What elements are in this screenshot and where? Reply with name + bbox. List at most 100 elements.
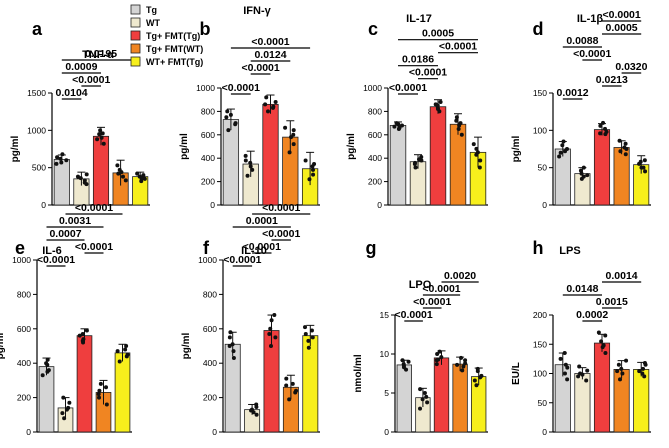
data-point-d-3	[624, 147, 629, 151]
data-point-f-2	[269, 318, 274, 323]
y-axis-label-a: pg/ml	[10, 135, 21, 162]
data-point-b-4	[303, 158, 308, 163]
data-point-h-1	[580, 372, 585, 377]
bar-a-2	[92, 135, 110, 206]
y-axis-label-f: pg/ml	[181, 332, 192, 359]
p-value-label-g: <0.0001	[413, 296, 451, 308]
data-point-c-3	[457, 123, 462, 128]
panel-letter-f: f	[203, 238, 210, 258]
p-value-label-d: 0.0012	[557, 87, 589, 99]
data-point-h-3	[618, 377, 623, 382]
y-tick-label-c: 0	[377, 200, 382, 210]
y-tick-label-f: 1000	[198, 255, 217, 265]
data-point-c-0	[397, 125, 402, 130]
data-point-b-0	[225, 109, 230, 114]
p-value-label-f: <0.0001	[223, 254, 261, 266]
data-point-b-4	[307, 177, 312, 182]
y-tick-label-d: 0	[542, 200, 547, 210]
data-point-b-1	[243, 158, 248, 163]
bar-d-3	[613, 147, 630, 206]
data-point-b-2	[273, 100, 278, 105]
data-point-f-3	[287, 397, 292, 402]
data-point-b-4	[311, 172, 316, 177]
data-point-g-3	[460, 368, 465, 373]
data-point-e-0	[40, 373, 45, 378]
data-point-d-1	[581, 174, 586, 179]
data-point-d-4	[639, 165, 644, 170]
y-tick-label-d: 100	[533, 125, 547, 135]
data-point-h-0	[558, 356, 563, 361]
bar-b-0	[222, 119, 240, 206]
y-tick-label-b: 800	[201, 106, 215, 116]
data-point-h-3	[624, 358, 629, 363]
data-point-d-1	[581, 165, 586, 170]
data-point-b-2	[263, 102, 268, 107]
data-point-g-2	[437, 349, 442, 354]
y-tick-label-h: 150	[533, 339, 547, 349]
data-point-e-3	[97, 388, 102, 393]
data-point-e-3	[98, 381, 103, 386]
p-value-label-d: 0.0320	[615, 61, 647, 73]
data-point-f-2	[268, 326, 273, 331]
data-point-b-0	[233, 122, 238, 127]
data-point-c-4	[474, 146, 479, 151]
data-point-a-2	[99, 135, 104, 140]
data-point-e-1	[62, 416, 67, 421]
data-point-g-2	[436, 357, 441, 362]
y-tick-label-c: 200	[368, 177, 382, 187]
data-point-c-0	[392, 124, 397, 129]
data-point-g-3	[463, 361, 468, 366]
data-point-e-2	[80, 331, 85, 336]
data-point-a-0	[55, 155, 60, 160]
data-point-d-4	[638, 159, 643, 164]
data-point-e-0	[44, 361, 49, 366]
data-point-b-1	[248, 164, 253, 169]
panel-title-h: LPS	[559, 245, 580, 257]
y-axis-label-d: pg/ml	[511, 135, 522, 162]
y-tick-label-b: 400	[201, 153, 215, 163]
data-point-a-0	[60, 152, 65, 157]
data-point-b-2	[264, 95, 269, 100]
p-value-label-c: 0.0005	[422, 28, 454, 40]
data-point-e-1	[67, 400, 72, 405]
data-point-e-4	[125, 352, 130, 357]
y-tick-label-b: 0	[210, 200, 215, 210]
y-tick-label-c: 800	[368, 106, 382, 116]
y-tick-label-g: 10	[380, 349, 390, 359]
panel-letter-c: c	[368, 19, 378, 39]
panel-title-c: IL-17	[406, 13, 432, 25]
y-axis-label-h: EU/L	[511, 362, 522, 385]
legend-label-2: Tg+ FMT(Tg)	[146, 31, 200, 41]
y-tick-label-g: 0	[384, 427, 389, 437]
y-tick-label-a: 1000	[27, 125, 46, 135]
y-tick-label-h: 100	[533, 369, 547, 379]
y-tick-label-g: 15	[380, 310, 390, 320]
p-value-label-f: <0.0001	[243, 241, 281, 253]
data-point-a-2	[100, 131, 105, 136]
data-point-a-3	[116, 171, 121, 176]
bar-h-2	[593, 342, 611, 433]
data-point-c-3	[454, 118, 459, 123]
data-point-a-1	[78, 176, 83, 181]
data-point-h-4	[640, 371, 645, 376]
data-point-h-1	[585, 368, 590, 373]
data-point-e-3	[97, 395, 102, 400]
p-value-label-d: 0.0213	[596, 74, 628, 86]
bar-a-0	[53, 159, 70, 206]
data-point-f-2	[273, 335, 278, 340]
data-point-b-3	[287, 150, 292, 155]
data-point-b-1	[248, 160, 253, 165]
panel-letter-g: g	[366, 238, 377, 258]
y-tick-label-c: 600	[368, 130, 382, 140]
data-point-g-1	[420, 397, 425, 402]
y-tick-label-g: 5	[384, 388, 389, 398]
data-point-b-4	[310, 164, 315, 169]
data-point-b-2	[265, 109, 270, 114]
data-point-e-2	[84, 328, 89, 333]
p-value-label-g: <0.0001	[394, 309, 432, 321]
data-point-h-1	[576, 374, 581, 379]
y-tick-label-f: 800	[203, 289, 217, 299]
data-point-g-3	[459, 355, 464, 360]
data-point-f-3	[290, 381, 295, 386]
p-value-label-f: <0.0001	[262, 202, 300, 214]
